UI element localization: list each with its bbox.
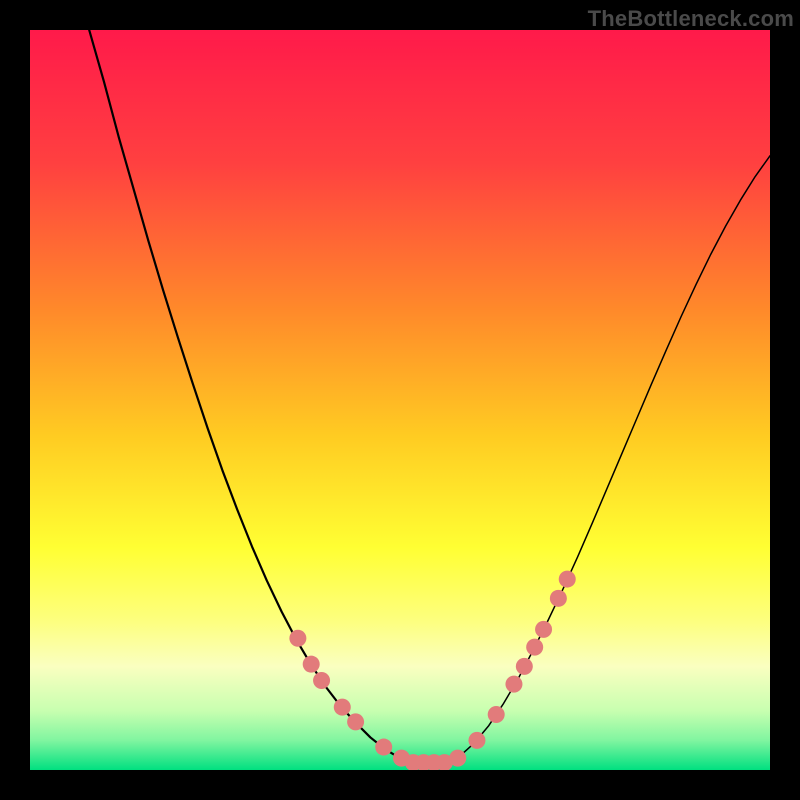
watermark-text: TheBottleneck.com [588,6,794,32]
marker-point [488,706,505,723]
marker-point [375,739,392,756]
gradient-background [30,30,770,770]
plot-area [30,30,770,770]
marker-point [535,621,552,638]
marker-point [289,630,306,647]
marker-point [516,658,533,675]
marker-point [449,750,466,767]
marker-point [313,672,330,689]
marker-point [303,656,320,673]
marker-point [559,571,576,588]
chart-frame: TheBottleneck.com [0,0,800,800]
marker-point [550,590,567,607]
marker-point [334,699,351,716]
marker-point [468,732,485,749]
plot-svg [30,30,770,770]
marker-point [347,713,364,730]
marker-point [526,639,543,656]
marker-point [505,676,522,693]
